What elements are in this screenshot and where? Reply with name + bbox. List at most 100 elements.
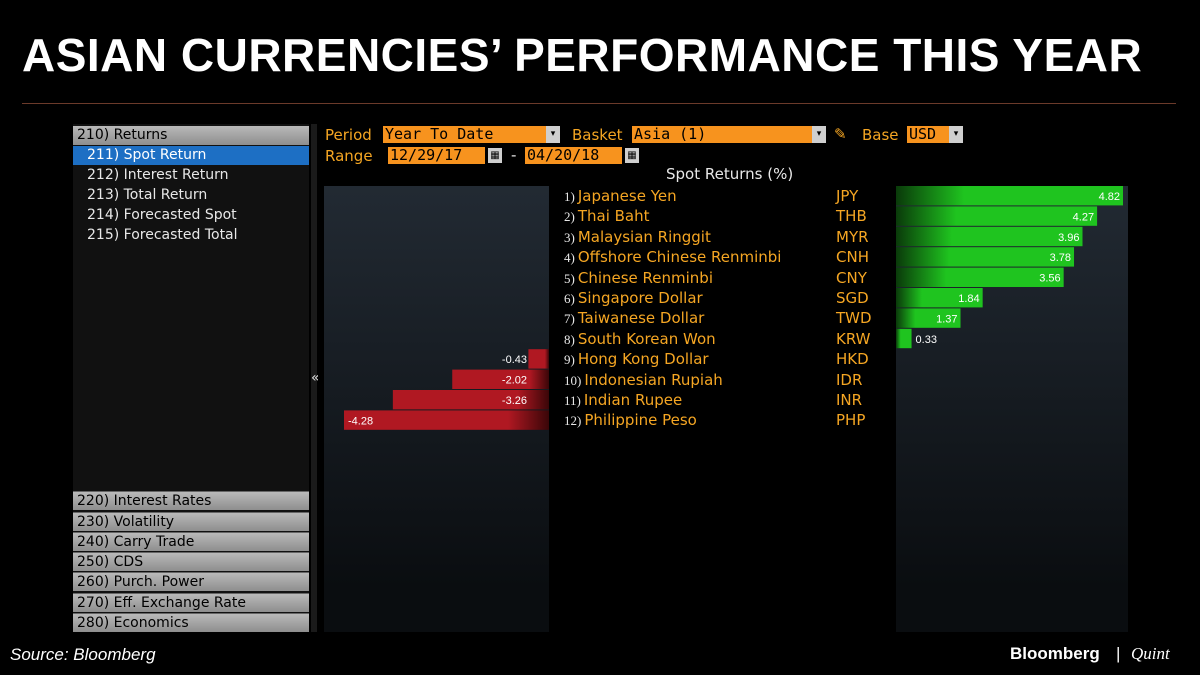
currency-name: Chinese Renminbi (577, 268, 713, 287)
sidebar-item-interest-rates[interactable]: 220) Interest Rates (73, 491, 309, 510)
basket-dropdown-icon[interactable]: ▾ (812, 126, 826, 143)
currency-code: MYR (836, 227, 869, 246)
currency-row-name[interactable]: 3) Malaysian Ringgit (564, 228, 711, 246)
bar-value-label: -0.43 (502, 354, 527, 366)
calendar-end-icon[interactable]: ▦ (625, 148, 639, 163)
currency-code: CNY (836, 268, 867, 287)
row-index: 1) (564, 189, 575, 204)
bloomberg-logo: Bloomberg (1010, 644, 1100, 663)
currency-row-name[interactable]: 6) Singapore Dollar (564, 289, 703, 307)
row-index: 10) (564, 372, 582, 388)
bar-thb (896, 206, 1098, 226)
currency-code: INR (836, 391, 863, 409)
currency-row-name[interactable]: 10) Indonesian Rupiah (564, 371, 723, 389)
bar-krw (896, 328, 912, 349)
bar-myr (896, 226, 1083, 247)
bar-value-label: -4.28 (348, 415, 373, 427)
range-label: Range (325, 147, 373, 165)
bar-value-label: 4.27 (1073, 211, 1094, 223)
logo-separator: | (1116, 644, 1121, 663)
bar-value-label: 3.96 (1058, 232, 1079, 244)
currency-code: TWD (836, 309, 872, 328)
title-divider (22, 103, 1176, 104)
sidebar-item-eff-exchange-rate[interactable]: 270) Eff. Exchange Rate (73, 593, 309, 612)
bar-value-label: 0.33 (916, 334, 937, 346)
sidebar-item-interest-return[interactable]: 212) Interest Return (87, 167, 229, 183)
row-index: 3) (564, 229, 575, 245)
bar-twd (896, 308, 961, 328)
source-caption: Source: Bloomberg (10, 645, 156, 664)
bar-php (344, 410, 549, 430)
base-label: Base (862, 126, 899, 144)
bar-sgd (896, 288, 983, 308)
range-separator: - (511, 146, 517, 164)
bar-hkd (528, 349, 549, 369)
bar-value-label: 1.84 (958, 293, 979, 305)
currency-name: Taiwanese Dollar (577, 309, 705, 328)
currency-row-name[interactable]: 7) Taiwanese Dollar (564, 309, 704, 327)
period-select[interactable]: Year To Date (383, 126, 546, 143)
currency-row-name[interactable]: 11) Indian Rupee (564, 391, 682, 409)
bar-value-label: 4.82 (1099, 191, 1120, 203)
bar-jpy (896, 186, 1123, 206)
currency-row-name[interactable]: 5) Chinese Renminbi (564, 269, 713, 287)
quint-logo: Quint (1131, 644, 1170, 663)
sidebar-item-forecasted-total[interactable]: 215) Forecasted Total (87, 227, 238, 243)
currency-name: Indian Rupee (583, 391, 683, 409)
bar-cnh (896, 247, 1075, 267)
currency-code: SGD (836, 289, 869, 307)
basket-label: Basket (572, 126, 623, 144)
row-index: 9) (564, 352, 575, 368)
chart-title: Spot Returns (%) (666, 165, 794, 183)
currency-name: Philippine Peso (584, 411, 697, 430)
currency-row-name[interactable]: 2) Thai Baht (564, 207, 650, 225)
currency-code: KRW (836, 329, 871, 348)
calendar-start-icon[interactable]: ▦ (488, 148, 502, 163)
main-panel: Period Year To Date ▾ Basket Asia (1) ▾ … (318, 124, 1128, 632)
bar-value-label: 1.37 (936, 313, 957, 325)
currency-row-name[interactable]: 9) Hong Kong Dollar (564, 350, 709, 368)
currency-row-name[interactable]: 4) Offshore Chinese Renminbi (564, 248, 781, 266)
sidebar-item-purch-power[interactable]: 260) Purch. Power (73, 572, 309, 591)
row-index: 5) (564, 270, 575, 286)
period-label: Period (325, 126, 372, 144)
period-dropdown-icon[interactable]: ▾ (546, 126, 560, 143)
sidebar-item-cds[interactable]: 250) CDS (73, 552, 309, 571)
sidebar-item-spot-return[interactable]: 211) Spot Return (73, 146, 309, 165)
row-index: 2) (564, 209, 575, 225)
bar-idr (452, 369, 549, 389)
range-end-input[interactable]: 04/20/18 (525, 147, 622, 164)
base-select[interactable]: USD (907, 126, 949, 143)
range-start-input[interactable]: 12/29/17 (388, 147, 485, 164)
row-index: 4) (564, 250, 575, 266)
collapse-sidebar-icon[interactable]: « (311, 370, 320, 386)
sidebar-item-total-return[interactable]: 213) Total Return (87, 187, 208, 203)
bar-value-label: 3.56 (1039, 273, 1060, 285)
currency-code: IDR (836, 370, 863, 389)
base-dropdown-icon[interactable]: ▾ (949, 126, 963, 143)
currency-name: Malaysian Ringgit (577, 227, 711, 246)
currency-code: PHP (836, 411, 866, 430)
currency-name: Japanese Yen (577, 187, 677, 205)
currency-name: Indonesian Rupiah (584, 370, 723, 389)
bar-value-label: -3.26 (502, 395, 527, 407)
currency-name: South Korean Won (577, 329, 716, 348)
sidebar-item-forecasted-spot[interactable]: 214) Forecasted Spot (87, 207, 237, 223)
currency-name: Offshore Chinese Renminbi (577, 248, 782, 267)
sidebar-item-carry-trade[interactable]: 240) Carry Trade (73, 532, 309, 551)
chart-bars-svg: 4.82 4.27 3.96 3.78 3.56 1.841.37 0.33 -0.43 -2.… (344, 186, 1123, 430)
sidebar-item-economics[interactable]: 280) Economics (73, 613, 309, 632)
bar-inr (392, 390, 549, 410)
currency-row-name[interactable]: 1) Japanese Yen (564, 187, 677, 205)
sidebar-splitter[interactable] (311, 124, 317, 632)
sidebar-header-returns[interactable]: 210) Returns (73, 126, 309, 145)
sidebar: 210) Returns 211) Spot Return 212) Inter… (73, 124, 309, 632)
sidebar-item-volatility[interactable]: 230) Volatility (73, 512, 309, 531)
pencil-icon[interactable]: ✎ (834, 125, 847, 143)
bar-value-label: -2.02 (502, 375, 527, 387)
currency-code: THB (836, 207, 867, 226)
row-index: 12) (564, 413, 582, 429)
currency-row-name[interactable]: 8) South Korean Won (564, 330, 716, 348)
currency-row-name[interactable]: 12) Philippine Peso (564, 411, 697, 429)
basket-select[interactable]: Asia (1) (632, 126, 812, 143)
